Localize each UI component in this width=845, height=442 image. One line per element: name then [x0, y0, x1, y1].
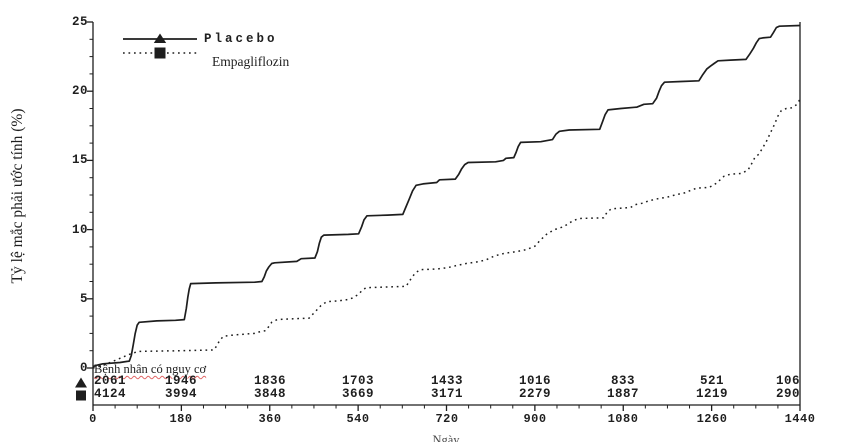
risk-value-placebo: 833 [610, 374, 635, 388]
risk-value-placebo: 2061 [94, 374, 127, 388]
risk-value-empagliflozin: 3171 [430, 387, 463, 401]
risk-value-empagliflozin: 4124 [94, 387, 127, 401]
y-tick-label: 15 [71, 153, 88, 167]
x-tick-label: 360 [258, 412, 282, 426]
x-tick-label: 1260 [696, 412, 728, 426]
y-tick-label: 20 [71, 84, 88, 98]
legend-label-placebo: Placebo [204, 32, 278, 46]
x-tick-label: 900 [523, 412, 547, 426]
x-tick-label: 720 [435, 412, 459, 426]
x-tick-label: 1080 [607, 412, 639, 426]
x-tick-label: 0 [89, 412, 97, 426]
risk-value-placebo: 1433 [430, 374, 463, 388]
risk-value-placebo: 106 [775, 374, 800, 388]
risk-value-placebo: 521 [699, 374, 724, 388]
risk-value-placebo: 1016 [518, 374, 551, 388]
risk-value-empagliflozin: 3669 [341, 387, 374, 401]
risk-value-empagliflozin: 3994 [164, 387, 197, 401]
y-tick-label: 5 [79, 292, 88, 306]
risk-value-placebo: 1946 [164, 374, 197, 388]
square-marker-icon [76, 390, 86, 401]
series-empagliflozin [92, 99, 801, 369]
triangle-marker-icon [75, 377, 87, 388]
y-axis-title: Tỷ lệ mắc phải ước tính (%) [9, 108, 26, 284]
risk-value-empagliflozin: 2279 [518, 387, 551, 401]
x-tick-label: 1440 [784, 412, 816, 426]
y-tick-label: 0 [79, 361, 88, 375]
y-tick-label: 10 [71, 223, 88, 237]
risk-value-placebo: 1836 [253, 374, 286, 388]
y-tick-label: 25 [71, 15, 88, 29]
x-tick-label: 540 [346, 412, 370, 426]
triangle-marker-icon [153, 33, 167, 43]
x-tick-label: 180 [169, 412, 193, 426]
risk-value-placebo: 1703 [341, 374, 374, 388]
risk-value-empagliflozin: 3848 [253, 387, 286, 401]
risk-value-empagliflozin: 290 [775, 387, 800, 401]
risk-row-markers [75, 377, 87, 401]
axes [87, 21, 801, 411]
risk-value-empagliflozin: 1219 [695, 387, 728, 401]
series-placebo [92, 24, 801, 368]
x-axis-title: Ngày [432, 433, 460, 442]
square-marker-icon [154, 47, 166, 59]
patients-at-risk-title: Bệnh nhân có nguy cơ [94, 362, 207, 376]
legend-key [123, 33, 197, 59]
legend-label-empagliflozin: Empagliflozin [212, 54, 290, 69]
risk-value-empagliflozin: 1887 [606, 387, 639, 401]
